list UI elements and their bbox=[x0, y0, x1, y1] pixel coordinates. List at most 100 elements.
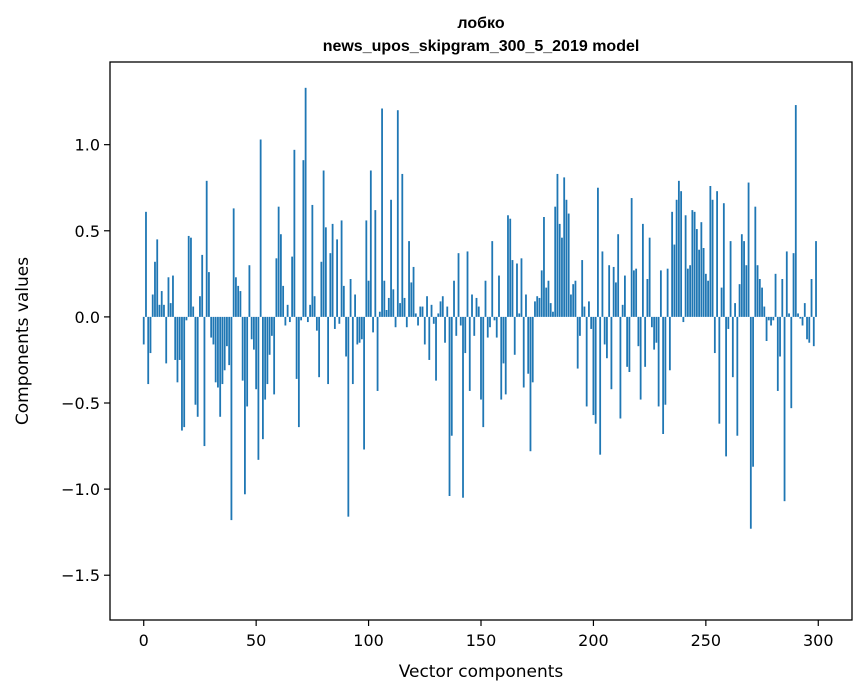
bar-270 bbox=[749, 316, 752, 529]
bar-193 bbox=[576, 316, 579, 369]
bar-253 bbox=[711, 199, 714, 317]
bar-261 bbox=[729, 241, 732, 317]
bar-230 bbox=[659, 270, 662, 317]
bar-173 bbox=[531, 316, 534, 383]
bar-79 bbox=[320, 261, 323, 317]
bar-41 bbox=[235, 277, 237, 317]
bar-60 bbox=[277, 206, 280, 317]
bar-2 bbox=[147, 316, 150, 385]
bar-264 bbox=[736, 316, 739, 436]
bar-202 bbox=[597, 187, 599, 317]
bar-246 bbox=[695, 229, 698, 317]
bar-68 bbox=[295, 316, 298, 379]
bar-287 bbox=[788, 313, 790, 317]
bar-249 bbox=[702, 248, 705, 317]
bar-254 bbox=[713, 316, 716, 354]
bar-265 bbox=[738, 284, 741, 317]
bar-286 bbox=[785, 251, 788, 317]
bar-210 bbox=[615, 282, 617, 317]
bar-71 bbox=[302, 160, 305, 317]
x-tick-label-250: 250 bbox=[691, 631, 722, 650]
bar-165 bbox=[513, 316, 516, 355]
bar-64 bbox=[286, 304, 289, 317]
bar-7 bbox=[158, 304, 161, 317]
bar-122 bbox=[417, 316, 419, 326]
y-tick-label-2: 0.0 bbox=[75, 308, 100, 327]
x-tick-label-300: 300 bbox=[803, 631, 834, 650]
bar-268 bbox=[745, 265, 748, 317]
bar-141 bbox=[459, 316, 462, 326]
bar-218 bbox=[633, 270, 635, 317]
bar-257 bbox=[720, 287, 723, 317]
bar-99 bbox=[365, 220, 368, 317]
bar-100 bbox=[367, 280, 370, 317]
bar-92 bbox=[349, 279, 352, 317]
bar-15 bbox=[176, 316, 179, 383]
bar-40 bbox=[232, 208, 235, 317]
bar-101 bbox=[369, 170, 372, 317]
bar-137 bbox=[450, 316, 453, 436]
bar-166 bbox=[516, 263, 518, 317]
bar-49 bbox=[253, 316, 255, 350]
bar-235 bbox=[671, 211, 674, 317]
bar-285 bbox=[783, 316, 786, 502]
y-axis-ticks: 1.0 0.5 0.0 −0.5 −1.0 −1.5 bbox=[61, 136, 110, 585]
bar-187 bbox=[563, 177, 566, 317]
x-axis-ticks: 0 50 100 150 200 250 300 bbox=[139, 620, 834, 650]
bar-236 bbox=[673, 244, 676, 317]
bar-124 bbox=[421, 306, 424, 317]
bar-3 bbox=[149, 316, 152, 354]
bar-146 bbox=[471, 294, 473, 317]
bar-67 bbox=[293, 149, 296, 317]
bar-199 bbox=[590, 316, 593, 329]
bar-16 bbox=[178, 316, 181, 360]
bar-206 bbox=[606, 316, 608, 359]
bar-26 bbox=[201, 254, 204, 317]
bar-22 bbox=[192, 306, 195, 317]
bar-50 bbox=[255, 316, 258, 390]
bar-164 bbox=[511, 260, 514, 317]
x-tick-label-150: 150 bbox=[466, 631, 497, 650]
bar-191 bbox=[572, 284, 575, 317]
bar-121 bbox=[414, 313, 417, 317]
bar-239 bbox=[680, 191, 683, 317]
bar-120 bbox=[412, 266, 415, 317]
bar-216 bbox=[628, 316, 631, 372]
bar-200 bbox=[592, 316, 595, 416]
bar-279 bbox=[770, 316, 772, 326]
bar-288 bbox=[790, 316, 793, 409]
bar-105 bbox=[378, 311, 381, 317]
bar-177 bbox=[540, 270, 543, 317]
bar-5 bbox=[154, 261, 156, 317]
bar-144 bbox=[466, 251, 469, 317]
bar-201 bbox=[594, 316, 597, 424]
bar-1 bbox=[145, 211, 147, 317]
bar-188 bbox=[565, 199, 568, 317]
y-tick-label-3: −0.5 bbox=[61, 394, 100, 413]
bar-299 bbox=[815, 241, 817, 317]
bar-215 bbox=[626, 316, 629, 367]
bar-69 bbox=[297, 316, 300, 428]
bar-45 bbox=[244, 316, 246, 495]
bar-18 bbox=[183, 316, 186, 428]
bar-259 bbox=[725, 316, 727, 457]
bar-88 bbox=[340, 220, 343, 317]
bar-142 bbox=[462, 316, 464, 498]
bar-293 bbox=[801, 316, 804, 326]
bar-98 bbox=[363, 316, 365, 450]
bar-131 bbox=[437, 313, 440, 317]
bar-38 bbox=[228, 316, 231, 366]
bar-95 bbox=[356, 316, 359, 345]
bar-234 bbox=[668, 316, 671, 371]
bar-21 bbox=[190, 237, 192, 317]
bar-8 bbox=[160, 291, 163, 317]
bar-251 bbox=[707, 280, 709, 317]
bar-39 bbox=[230, 316, 233, 521]
bar-31 bbox=[212, 316, 215, 345]
bar-183 bbox=[554, 206, 557, 317]
bar-247 bbox=[698, 249, 700, 317]
bar-207 bbox=[608, 265, 611, 317]
bar-181 bbox=[549, 303, 552, 317]
bar-171 bbox=[527, 316, 530, 374]
